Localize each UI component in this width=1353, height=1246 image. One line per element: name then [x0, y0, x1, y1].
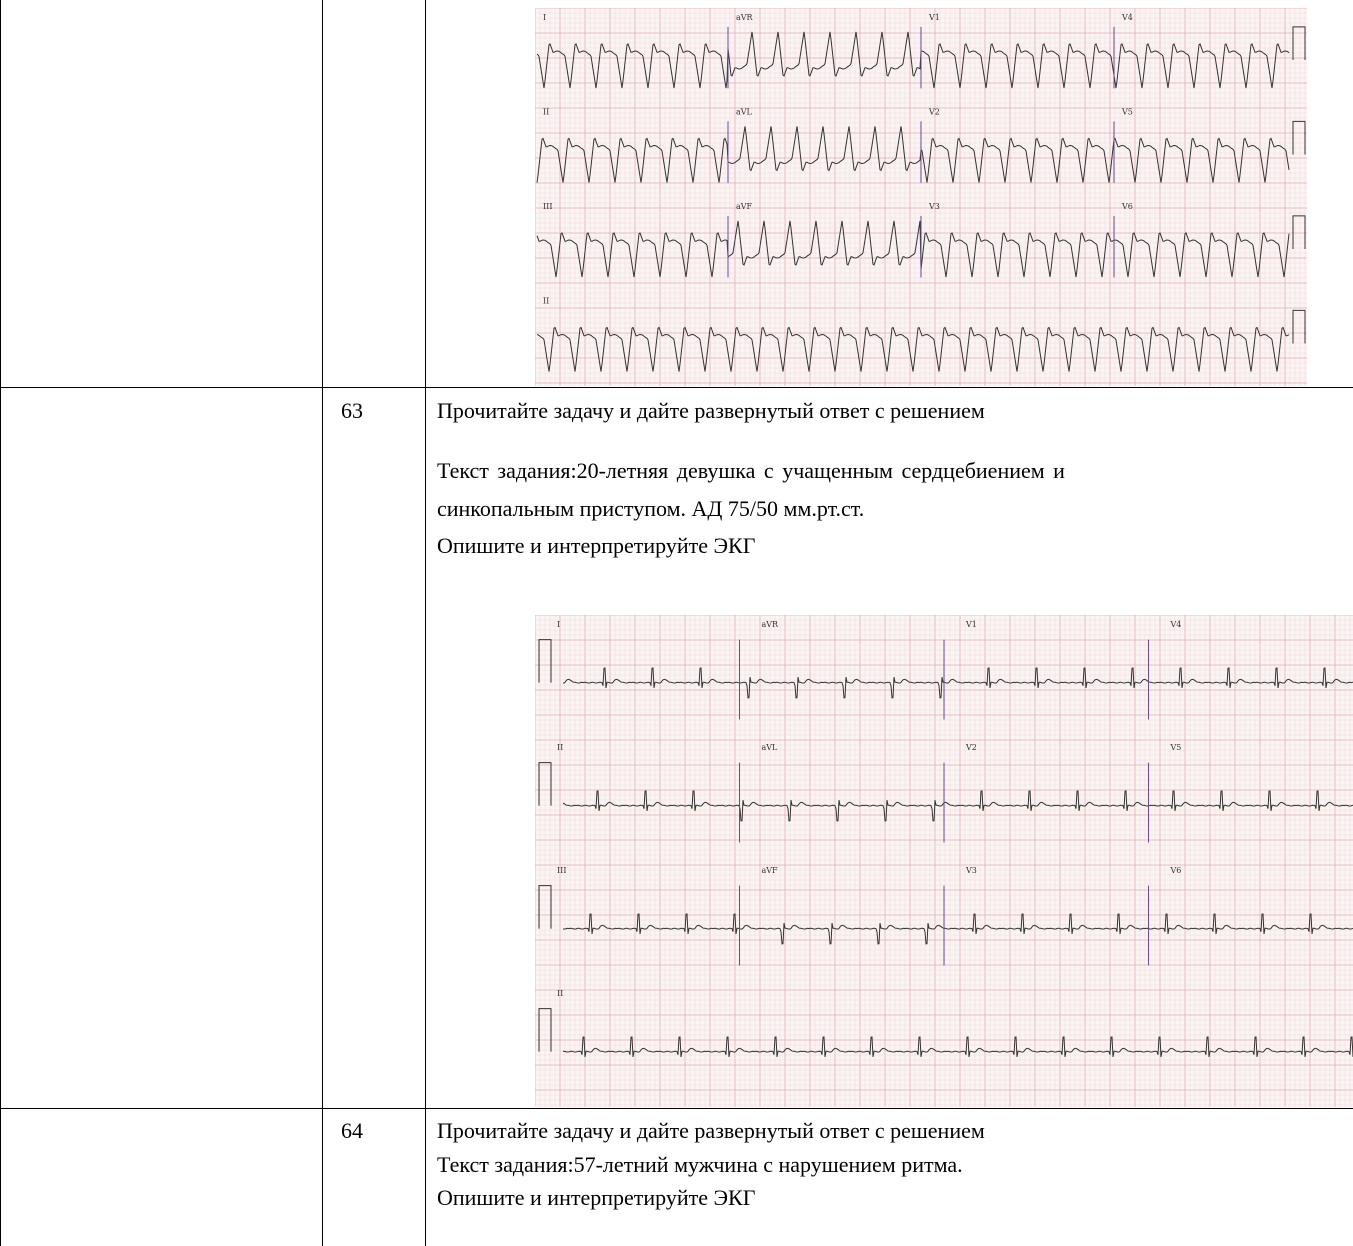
ecg-trace [536, 220, 1290, 278]
task-text-63-line2: синкопальным приступом. АД 75/50 мм.рт.с… [437, 496, 865, 521]
ecg-calibration-pulse [538, 885, 552, 929]
ecg-lead-label: V1 [965, 620, 977, 629]
task-text-64-line1: Текст задания:57-летний мужчина с наруше… [437, 1152, 963, 1177]
ecg-trace [562, 913, 1353, 945]
task-text-63-line1: Текст задания:20-летняя девушка с учащен… [437, 458, 1065, 483]
ecg-lead-label: III [543, 202, 552, 211]
task-instruction-63: Прочитайте задачу и дайте развернутый от… [437, 398, 985, 423]
ecg-lead-label: V6 [1121, 202, 1133, 211]
ecg-trace [536, 126, 1290, 183]
ecg-lead-label: V5 [1170, 743, 1182, 752]
ecg-lead-label: V3 [965, 866, 977, 875]
ecg-calibration-pulse [1292, 309, 1306, 344]
ecg-lead-label: V1 [928, 13, 940, 22]
table-row-divider-1 [0, 387, 1353, 388]
table-border-left [0, 0, 1, 1246]
task-text-64-line2: Опишите и интерпретируйте ЭКГ [437, 1185, 756, 1210]
task-instruction-64: Прочитайте задачу и дайте развернутый от… [437, 1118, 985, 1143]
ecg-lead-label: III [557, 866, 566, 875]
ecg-lead-label: aVF [762, 866, 779, 875]
ecg-trace [562, 667, 1353, 699]
ecg-lead-label: aVL [736, 108, 753, 117]
ecg-grid [535, 8, 1307, 386]
ecg-lead-label: V4 [1170, 620, 1182, 629]
table-border-col2 [322, 0, 323, 1246]
ecg-lead-label: aVR [736, 13, 754, 22]
table-row-divider-2 [0, 1108, 1353, 1109]
ecg-lead-label: II [543, 297, 549, 306]
ecg-trace [536, 31, 1290, 89]
ecg-trace [562, 1036, 1353, 1058]
ecg-lead-label: I [543, 13, 546, 22]
ecg-lead-label: V5 [1121, 108, 1133, 117]
ecg-lead-label: V4 [1121, 13, 1133, 22]
ecg-calibration-pulse [1292, 26, 1306, 60]
ecg-lead-label: V2 [928, 108, 940, 117]
ecg-lead-label: I [557, 620, 560, 629]
task-number-63: 63 [341, 398, 363, 423]
ecg-grid [535, 615, 1353, 1107]
ecg-calibration-pulse [538, 1008, 552, 1052]
ecg-lead-label: V2 [965, 743, 977, 752]
ecg-lead-label: aVL [762, 743, 779, 752]
table-border-col3 [425, 0, 426, 1246]
ecg-lead-label: V6 [1170, 866, 1182, 875]
ecg-lead-label: aVR [762, 620, 780, 629]
ecg-lead-label: II [557, 743, 563, 752]
ecg-trace [536, 326, 1290, 372]
ecg-lead-label: aVF [736, 202, 753, 211]
ecg-trace [562, 790, 1353, 822]
ecg-calibration-pulse [1292, 120, 1306, 155]
ecg-calibration-pulse [1292, 215, 1306, 249]
task-number-64: 64 [341, 1118, 363, 1143]
ecg-calibration-pulse [538, 762, 552, 806]
ecg-lead-label: V3 [928, 202, 940, 211]
ecg-lead-label: II [543, 108, 549, 117]
ecg-lead-label: II [557, 989, 563, 998]
task-text-63-line3: Опишите и интерпретируйте ЭКГ [437, 533, 756, 558]
ecg-calibration-pulse [538, 639, 552, 683]
